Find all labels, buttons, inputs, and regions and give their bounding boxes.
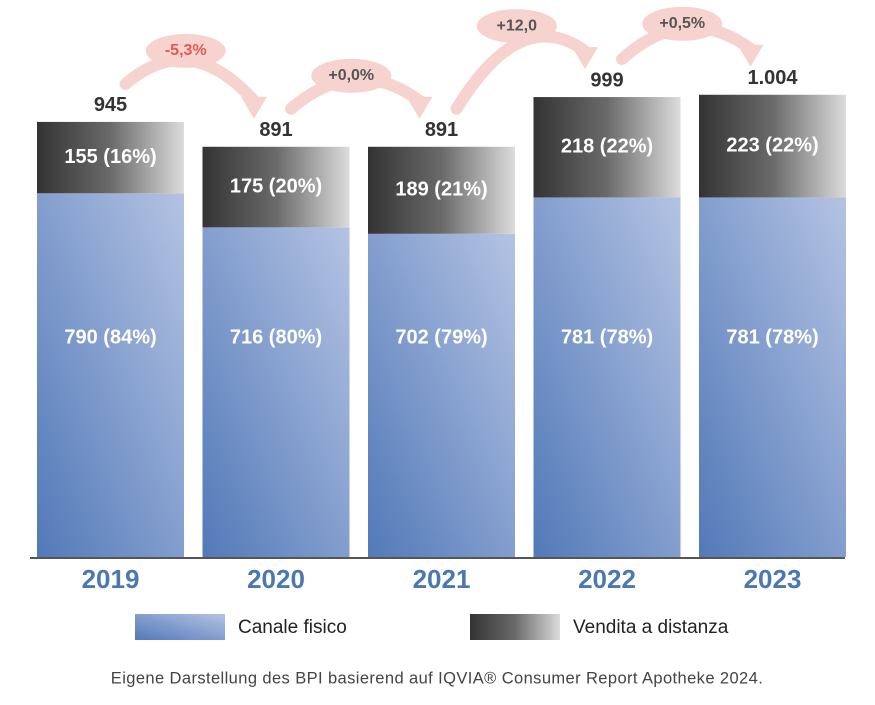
bar-segment xyxy=(37,121,184,194)
change-label: -5,3% xyxy=(165,42,207,59)
data-label: 189 (21%) xyxy=(395,179,487,201)
change-label: +0,0% xyxy=(328,67,374,84)
change-bubble xyxy=(642,6,723,41)
change-label: +0,5% xyxy=(659,15,705,32)
change-arrowhead xyxy=(572,47,598,70)
x-tick-label: 2021 xyxy=(413,564,471,594)
legend-label: Vendita a distanza xyxy=(573,617,729,638)
x-tick-label: 2022 xyxy=(578,564,636,594)
data-label: 702 (79%) xyxy=(395,326,487,348)
bar-segment xyxy=(699,94,846,198)
change-arrowhead xyxy=(241,96,267,119)
source-note: Eigene Darstellung des BPI basierend auf… xyxy=(111,669,763,687)
data-label: 790 (84%) xyxy=(64,326,156,348)
bar-segment xyxy=(37,193,184,558)
data-label: 781 (78%) xyxy=(726,326,818,348)
change-arrowhead xyxy=(406,96,433,119)
total-label: 1.004 xyxy=(747,67,798,89)
bar-segment xyxy=(699,197,846,557)
total-label: 945 xyxy=(94,94,127,116)
legend-swatch xyxy=(470,614,560,640)
x-tick-label: 2023 xyxy=(744,564,802,594)
data-label: 175 (20%) xyxy=(230,175,322,197)
total-label: 999 xyxy=(590,69,623,91)
legend-label: Canale fisico xyxy=(238,617,347,638)
bar-segment xyxy=(368,233,515,557)
bar-segment xyxy=(368,146,515,234)
bar-segment xyxy=(202,146,350,228)
bar-segment xyxy=(202,227,350,557)
change-bubble xyxy=(476,9,557,44)
x-tick-label: 2019 xyxy=(82,564,140,594)
bar-segment xyxy=(533,197,681,557)
change-bubble xyxy=(145,33,226,68)
data-label: 781 (78%) xyxy=(561,326,653,348)
change-label: +12,0 xyxy=(497,17,538,34)
legend-swatch xyxy=(135,614,225,640)
data-label: 218 (22%) xyxy=(561,136,653,158)
bar-segment xyxy=(533,97,681,198)
data-label: 716 (80%) xyxy=(230,326,322,348)
change-bubble xyxy=(311,58,392,93)
total-label: 891 xyxy=(425,119,458,141)
change-arrowhead xyxy=(737,44,764,67)
x-tick-label: 2020 xyxy=(247,564,305,594)
data-label: 155 (16%) xyxy=(64,146,156,168)
data-label: 223 (22%) xyxy=(726,134,818,156)
total-label: 891 xyxy=(259,119,292,141)
